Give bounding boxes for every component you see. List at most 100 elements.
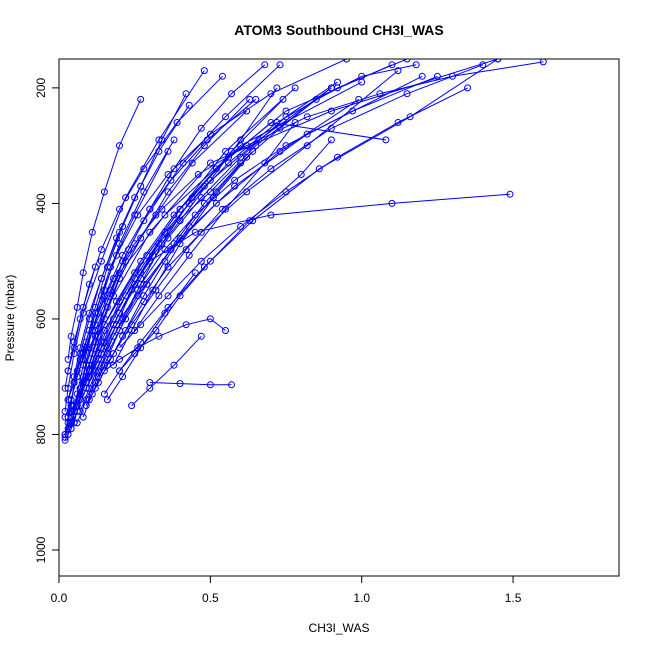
data-point xyxy=(137,275,145,282)
data-point xyxy=(176,205,184,213)
data-point xyxy=(97,246,105,254)
profile-series xyxy=(88,78,341,369)
profile-series xyxy=(64,78,366,438)
data-point xyxy=(152,286,160,294)
series-line xyxy=(104,318,226,372)
data-point xyxy=(97,292,105,300)
data-point xyxy=(113,251,120,259)
data-point xyxy=(94,309,102,317)
data-point xyxy=(161,257,169,265)
data-point xyxy=(206,257,214,265)
data-point xyxy=(128,402,136,410)
data-point xyxy=(70,407,78,415)
data-point xyxy=(197,124,205,132)
data-point xyxy=(103,298,111,306)
data-point xyxy=(91,367,99,375)
data-point xyxy=(88,361,96,369)
x-axis-label: CH3I_WAS xyxy=(309,621,370,635)
profile-series xyxy=(64,263,99,375)
data-point xyxy=(103,344,111,352)
data-point xyxy=(164,188,172,196)
data-point xyxy=(197,228,205,236)
profile-series xyxy=(128,332,205,410)
y-tick-label: 1000 xyxy=(34,536,48,563)
profile-series xyxy=(67,95,260,433)
data-point xyxy=(76,315,84,323)
data-point xyxy=(225,159,232,167)
data-point xyxy=(182,90,190,98)
series-line xyxy=(85,75,438,389)
plot-frame xyxy=(58,58,620,577)
data-point xyxy=(167,176,175,184)
data-point xyxy=(185,251,193,259)
y-axis: 200 400 600 800 1000 xyxy=(34,78,60,563)
data-point xyxy=(303,130,311,138)
series-line xyxy=(131,335,202,406)
data-point xyxy=(97,355,105,363)
series-line xyxy=(70,99,257,429)
profile-series xyxy=(82,72,441,392)
data-point xyxy=(164,171,172,178)
data-point xyxy=(188,159,196,167)
profile-series xyxy=(103,269,199,404)
data-point xyxy=(282,142,290,150)
data-point xyxy=(327,107,335,115)
data-point xyxy=(249,147,257,155)
series-line xyxy=(67,266,96,372)
data-point xyxy=(146,228,154,236)
data-point xyxy=(161,309,169,317)
data-point xyxy=(479,61,487,69)
data-point xyxy=(164,234,172,242)
data-point xyxy=(412,61,420,69)
data-point xyxy=(140,292,148,300)
data-point xyxy=(343,59,351,63)
data-point xyxy=(212,199,220,207)
data-point xyxy=(206,315,214,323)
data-point xyxy=(197,332,205,340)
x-tick-label: 1.0 xyxy=(353,591,370,605)
data-point xyxy=(494,59,502,63)
y-tick-label: 400 xyxy=(34,193,48,213)
data-point xyxy=(334,153,341,161)
profile-series xyxy=(94,61,487,381)
data-point xyxy=(140,217,148,225)
profile-series xyxy=(146,379,235,389)
data-point xyxy=(119,373,127,381)
data-point xyxy=(327,136,335,144)
series-line xyxy=(134,122,296,331)
series-line xyxy=(106,272,196,401)
data-point xyxy=(61,384,69,392)
data-point xyxy=(185,101,193,109)
data-point xyxy=(222,113,229,121)
data-point xyxy=(200,67,208,75)
data-point xyxy=(128,321,136,329)
data-point xyxy=(252,95,260,103)
data-point xyxy=(146,384,154,392)
x-tick-label: 0.0 xyxy=(51,591,68,605)
data-point xyxy=(119,223,127,230)
data-point xyxy=(67,332,75,340)
data-point xyxy=(116,367,123,375)
data-point xyxy=(206,381,214,389)
data-point xyxy=(182,246,190,254)
series-layer xyxy=(61,59,547,444)
series-line xyxy=(103,59,499,395)
data-point xyxy=(209,194,217,202)
data-point xyxy=(73,373,81,381)
data-point xyxy=(228,381,235,389)
data-point xyxy=(88,390,96,398)
data-point xyxy=(388,61,396,69)
data-point xyxy=(164,147,172,155)
data-point xyxy=(70,338,78,346)
x-tick-label: 1.5 xyxy=(505,591,522,605)
data-point xyxy=(279,95,287,103)
profile-series xyxy=(110,147,257,369)
data-point xyxy=(303,113,311,121)
data-point xyxy=(110,350,117,358)
data-point xyxy=(170,136,178,144)
data-point xyxy=(282,188,290,196)
data-point xyxy=(94,373,102,381)
data-point xyxy=(116,344,123,352)
profile-series xyxy=(61,59,547,421)
data-point xyxy=(140,165,148,173)
